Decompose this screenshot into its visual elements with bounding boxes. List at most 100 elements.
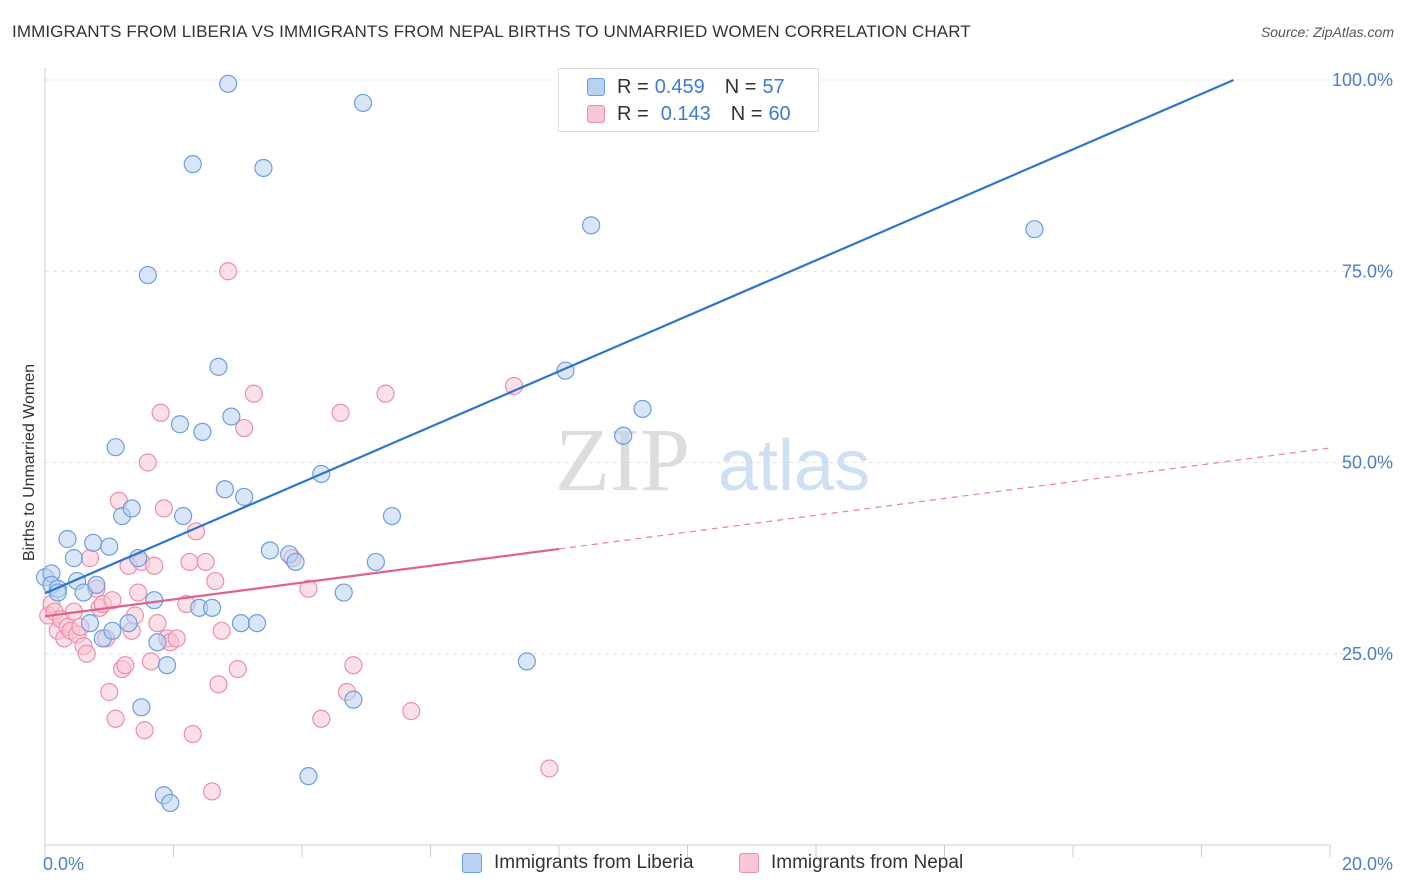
liberia-point — [119, 614, 138, 633]
liberia-point — [260, 541, 279, 560]
legend-n-value-nepal: 60 — [768, 102, 791, 125]
liberia-point — [202, 598, 222, 617]
liberia-point — [64, 549, 84, 568]
legend-n-label: N = — [724, 75, 757, 98]
legend-r-value-nepal: 0.143 — [660, 102, 711, 125]
nepal-point — [219, 262, 238, 281]
nepal-point — [202, 782, 222, 801]
legend-item-nepal[interactable]: Immigrants from Nepal — [739, 852, 963, 874]
liberia-point — [344, 690, 363, 709]
nepal-point — [235, 418, 254, 438]
nepal-point — [77, 644, 96, 663]
liberia-point — [103, 621, 122, 640]
liberia-point — [299, 767, 318, 786]
liberia-point — [222, 407, 241, 426]
liberia-point — [87, 575, 106, 595]
liberia-point — [517, 652, 536, 671]
trend-lines — [44, 78, 1331, 618]
x-tick-label-min: 0.0% — [43, 854, 84, 874]
legend-row-liberia: R = 0.459 N = 57 — [559, 74, 785, 100]
nepal-point — [244, 384, 263, 403]
nepal-points — [39, 262, 559, 801]
nepal-point — [312, 709, 331, 728]
nepal-point — [206, 571, 225, 591]
nepal-trend-line — [44, 547, 560, 618]
nepal-point — [212, 621, 231, 640]
legend-label-liberia: Immigrants from Liberia — [494, 852, 694, 873]
legend-swatch-nepal — [739, 853, 759, 873]
liberia-point — [80, 614, 100, 633]
nepal-point — [167, 629, 186, 648]
y-tick-label: 25.0% — [1342, 644, 1393, 664]
liberia-point — [582, 216, 601, 235]
liberia-point — [161, 793, 180, 813]
liberia-point — [106, 438, 125, 457]
liberia-point — [215, 480, 234, 499]
liberia-point — [633, 399, 652, 419]
nepal-point — [138, 453, 157, 472]
nepal-point — [154, 499, 173, 518]
legend-swatch-liberia — [587, 78, 605, 96]
y-tick-label: 75.0% — [1342, 261, 1393, 281]
liberia-point — [132, 698, 151, 717]
nepal-point — [141, 652, 161, 671]
legend-n-label: N = — [730, 102, 763, 125]
nepal-point — [540, 759, 559, 778]
legend-swatch-nepal — [587, 105, 605, 123]
nepal-point — [100, 682, 119, 702]
nepal-point — [80, 549, 100, 568]
legend-item-liberia[interactable]: Immigrants from Liberia — [462, 852, 694, 874]
nepal-point — [299, 579, 318, 598]
liberia-point — [193, 422, 212, 441]
nepal-point — [116, 656, 135, 675]
x-tick-label-max: 20.0% — [1342, 854, 1393, 874]
legend-label-nepal: Immigrants from Nepal — [771, 852, 964, 873]
liberia-point — [247, 614, 267, 633]
liberia-point — [183, 155, 202, 174]
chart-title: IMMIGRANTS FROM LIBERIA VS IMMIGRANTS FR… — [12, 22, 971, 41]
nepal-point — [148, 614, 167, 633]
gridlines — [45, 79, 1395, 655]
nepal-point — [331, 403, 350, 422]
liberia-point — [219, 74, 238, 93]
axis-labels: 100.0% 75.0% 50.0% 25.0% 0.0% 20.0% Births to … — [21, 70, 1393, 874]
y-tick-label: 50.0% — [1342, 453, 1393, 473]
liberia-point — [58, 529, 77, 549]
liberia-point — [254, 158, 273, 178]
liberia-point — [138, 265, 157, 285]
liberia-point — [174, 506, 193, 526]
liberia-point — [231, 614, 251, 633]
nepal-point — [402, 702, 421, 721]
series-legend: Immigrants from Liberia Immigrants from … — [0, 852, 1406, 878]
source-label: Source: ZipAtlas.com — [1260, 24, 1394, 40]
axes — [44, 68, 1331, 857]
nepal-point — [196, 552, 215, 572]
liberia-point — [353, 93, 373, 113]
liberia-point — [286, 552, 305, 572]
y-tick-label: 100.0% — [1332, 70, 1393, 90]
nepal-point — [376, 384, 395, 403]
legend-r-label: R = — [617, 102, 649, 125]
watermark: ZIP atlas — [555, 411, 870, 510]
watermark-zip: ZIP — [555, 411, 690, 510]
nepal-point — [151, 403, 170, 422]
nepal-point — [103, 591, 122, 610]
nepal-point — [183, 724, 202, 744]
liberia-point — [170, 415, 190, 434]
liberia-point — [1025, 220, 1044, 239]
nepal-point — [228, 659, 247, 679]
liberia-trend-line — [44, 78, 1235, 595]
legend-row-nepal: R = 0.143 N = 60 — [559, 101, 791, 127]
liberia-point — [157, 656, 177, 675]
liberia-point — [614, 426, 633, 445]
nepal-point — [106, 709, 125, 728]
y-axis-title: Births to Unmarried Women — [21, 364, 38, 561]
liberia-point — [382, 506, 402, 526]
legend-swatch-liberia — [462, 853, 482, 873]
nepal-point — [129, 583, 148, 602]
nepal-point — [145, 556, 164, 575]
liberia-point — [235, 487, 254, 507]
nepal-point — [135, 721, 154, 740]
liberia-points — [35, 74, 1044, 813]
